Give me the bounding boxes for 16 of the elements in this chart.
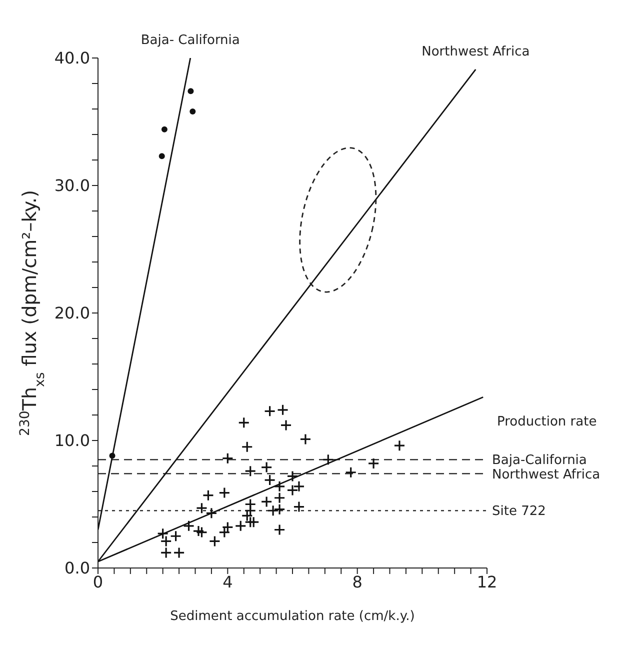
x-tick-label: 0 (92, 572, 104, 592)
ref-line-label: Northwest Africa (492, 467, 600, 482)
y-tick-label: 40.0 (54, 48, 90, 68)
series-label: Baja- California (140, 33, 240, 48)
x-tick-label: 8 (352, 572, 362, 592)
text: Production rate (497, 414, 597, 430)
y-tick-label: 0.0 (64, 558, 90, 578)
series-label: Northwest Africa (422, 44, 530, 60)
x-tick-label: 12 (476, 572, 498, 592)
x-axis-title: Sediment accumulation rate (cm/k.y.) (170, 609, 415, 624)
x-tick-label: 4 (222, 572, 233, 592)
ref-line-label: Baja-California (492, 453, 587, 468)
ref-line-label: Site 722 (492, 504, 546, 520)
y-tick-label: 20.0 (54, 304, 90, 323)
y-tick-label: 10.0 (54, 431, 90, 450)
y-tick-label: 30.0 (54, 176, 90, 196)
